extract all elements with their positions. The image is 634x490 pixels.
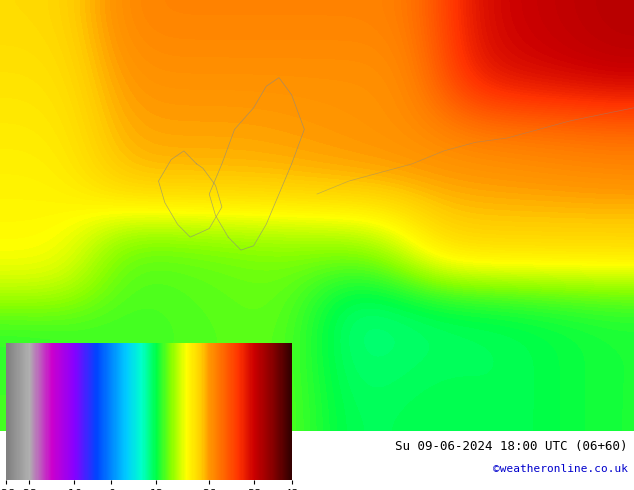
Text: Su 09-06-2024 18:00 UTC (06+60): Su 09-06-2024 18:00 UTC (06+60) bbox=[395, 440, 628, 453]
Text: Temperature (2m) [°C] ECMWF: Temperature (2m) [°C] ECMWF bbox=[6, 440, 209, 453]
Text: ©weatheronline.co.uk: ©weatheronline.co.uk bbox=[493, 465, 628, 474]
